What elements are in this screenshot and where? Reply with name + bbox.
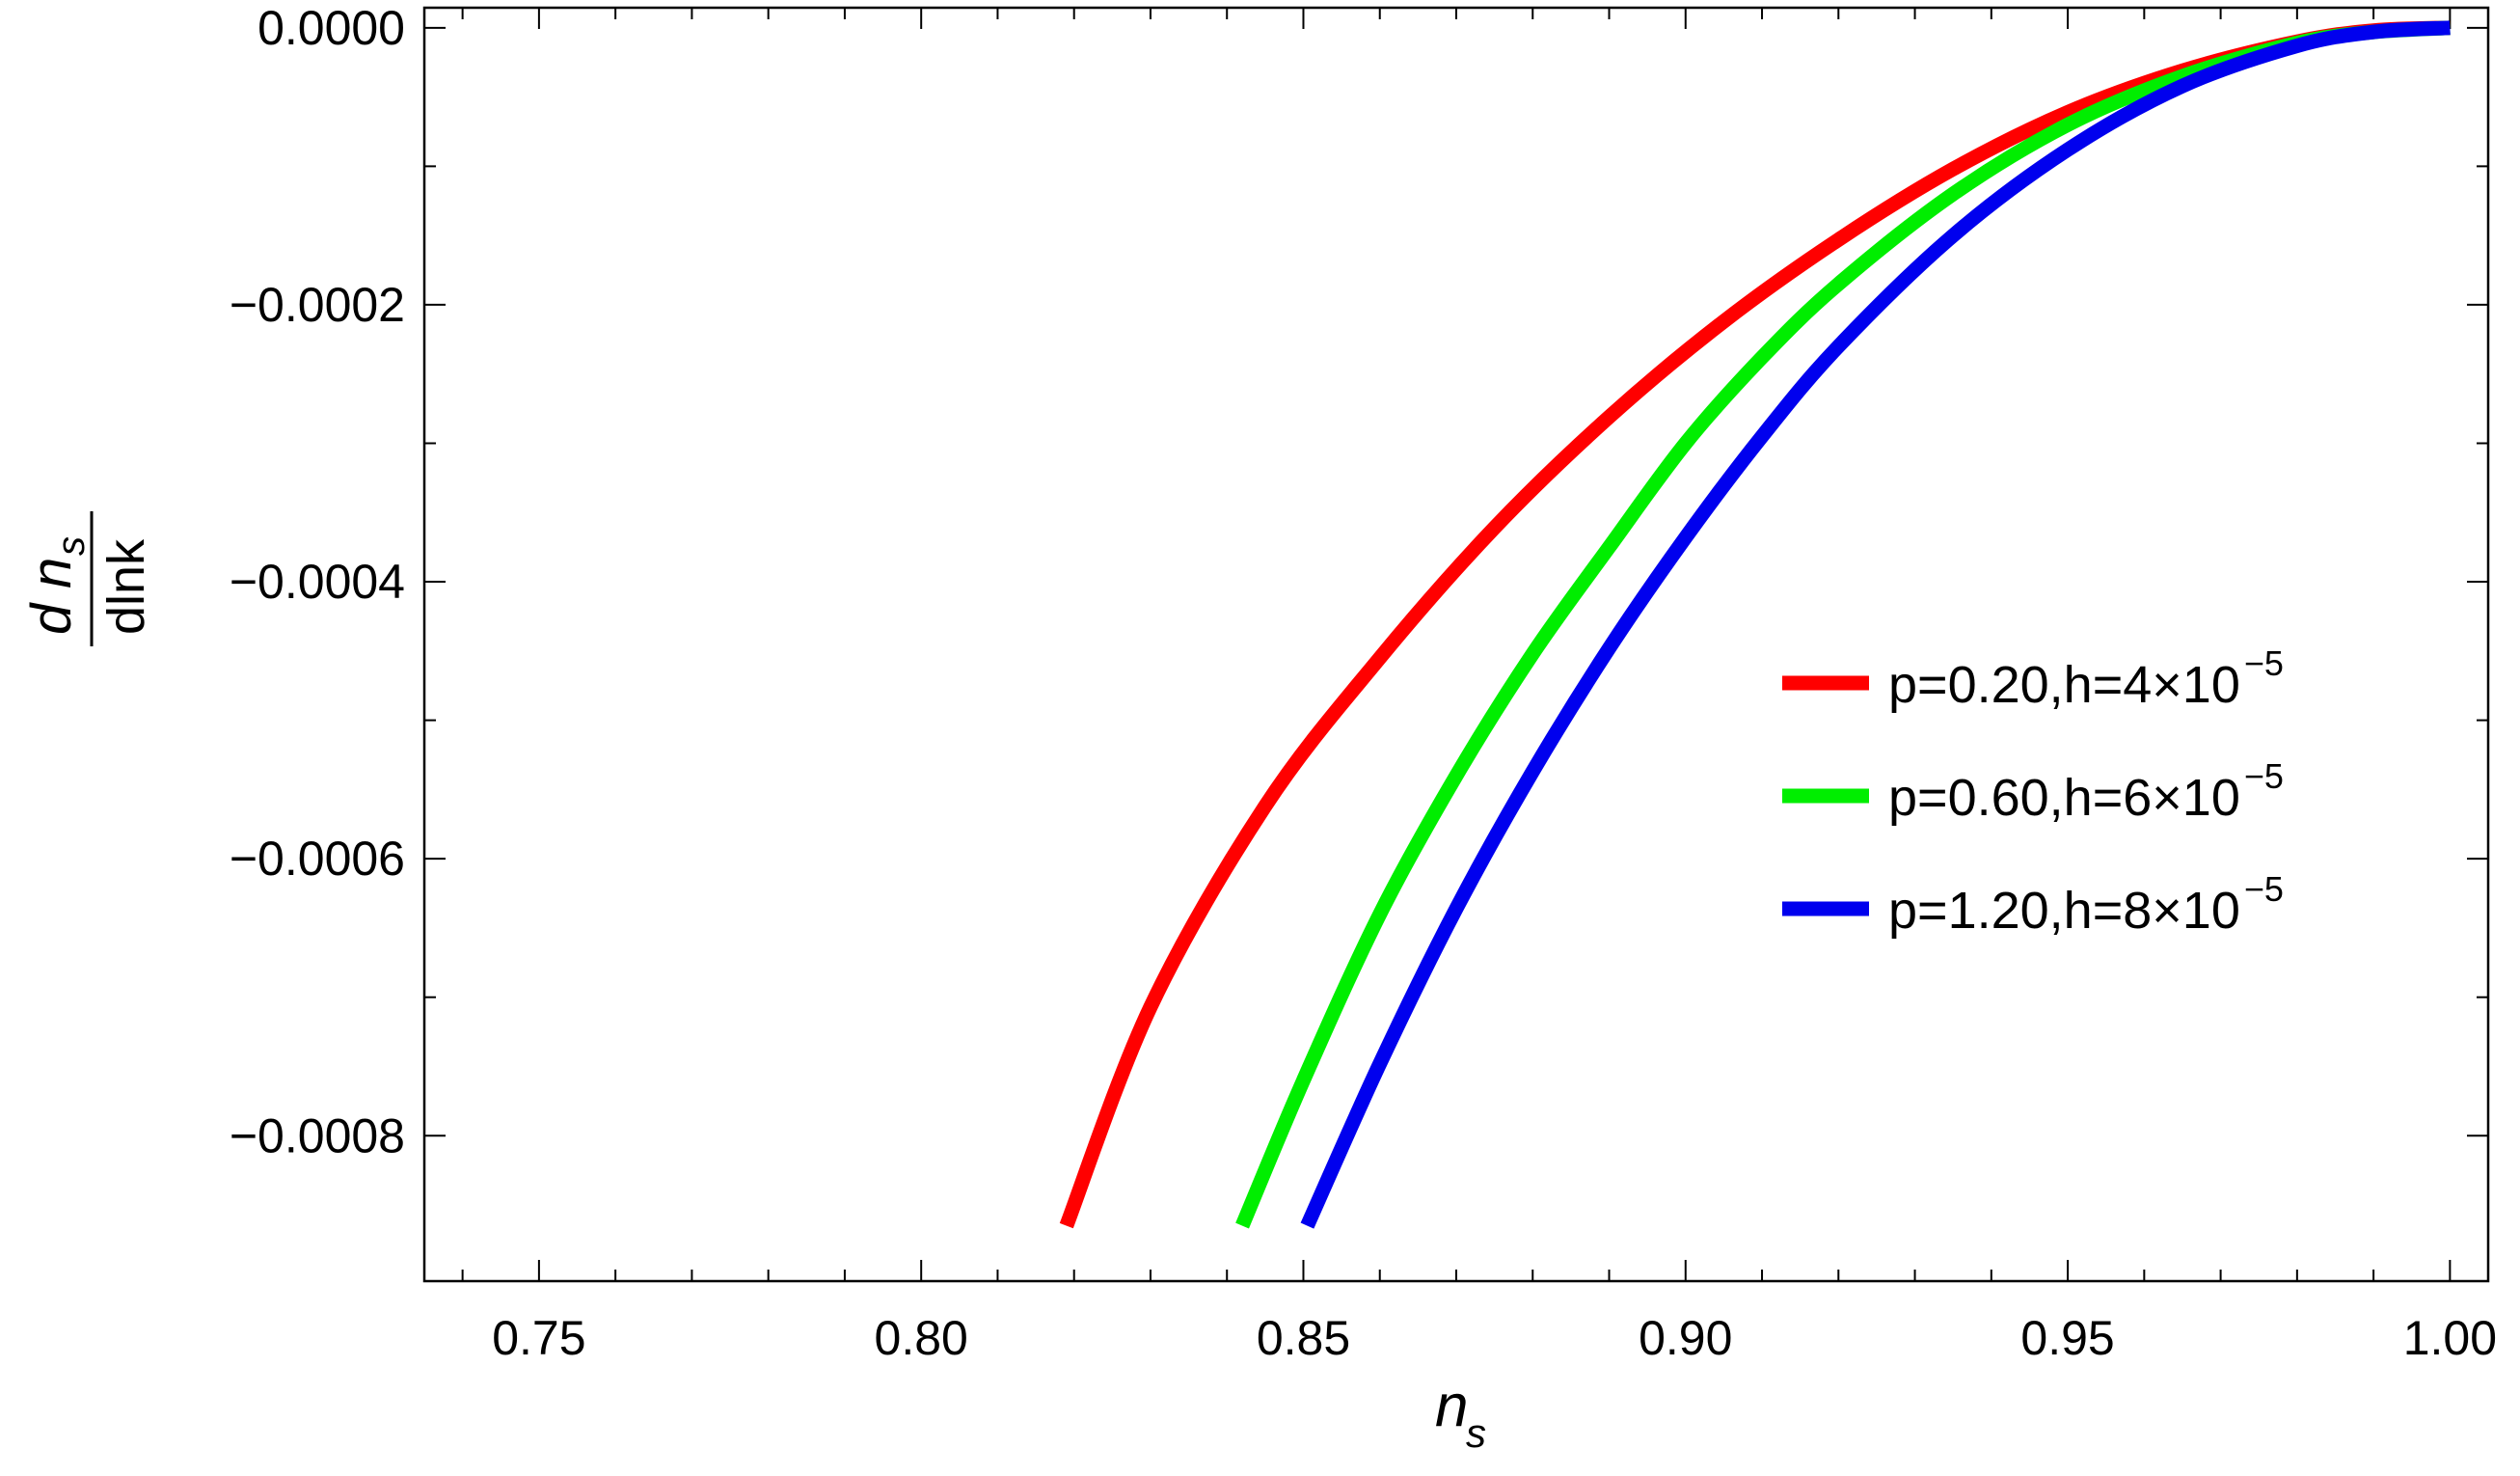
legend-label-exponent: −5 (2244, 643, 2284, 683)
x-axis-label-sub: s (1466, 1410, 1486, 1456)
legend-label: p=0.60,h=6×10 (1888, 769, 2240, 827)
y-axis-label-d: d (20, 602, 83, 635)
x-tick-label: 0.95 (2020, 1311, 2114, 1365)
y-axis-label-n: n (20, 558, 83, 588)
y-axis-label-sub: s (50, 536, 93, 556)
x-tick-label: 0.90 (1639, 1311, 1732, 1365)
x-axis-label-main: n (1435, 1373, 1468, 1439)
series-line-1 (1059, 20, 2451, 1229)
series-line-3 (1300, 20, 2451, 1229)
x-tick-label: 0.80 (875, 1311, 968, 1365)
x-axis-ticks: 0.75 0.80 0.85 0.90 0.95 1.00 (461, 8, 2497, 1365)
x-axis-label: n s (1435, 1373, 1486, 1456)
series-line-2 (1235, 20, 2451, 1229)
legend-item-1: p=0.20,h=4×10 −5 (1782, 643, 2284, 714)
y-axis-label: d n s dlnk (20, 511, 155, 646)
legend-label-exponent: −5 (2244, 756, 2284, 796)
legend-label: p=1.20,h=8×10 (1888, 882, 2240, 940)
plot-frame (422, 6, 2490, 1283)
legend-item-2: p=0.60,h=6×10 −5 (1782, 756, 2284, 827)
legend-item-3: p=1.20,h=8×10 −5 (1782, 869, 2284, 940)
legend-label: p=0.20,h=4×10 (1888, 656, 2240, 714)
y-tick-label: −0.0004 (230, 555, 405, 609)
plot-area: 0.75 0.80 0.85 0.90 0.95 1.00 0.0000 −0.0002 −0… (230, 1, 2497, 1365)
y-tick-label: −0.0006 (230, 832, 405, 886)
legend-label-exponent: −5 (2244, 869, 2284, 909)
y-axis-label-denominator: dlnk (97, 538, 155, 635)
y-tick-label: 0.0000 (257, 1, 405, 55)
x-tick-label: 1.00 (2403, 1311, 2497, 1365)
y-tick-label: −0.0002 (230, 278, 405, 332)
y-tick-label: −0.0008 (230, 1108, 405, 1162)
x-tick-label: 0.75 (492, 1311, 585, 1365)
series-layer (1059, 20, 2451, 1229)
y-axis-ticks: 0.0000 −0.0002 −0.0004 −0.0006 −0.0008 (230, 1, 2488, 1162)
x-tick-label: 0.85 (1257, 1311, 1350, 1365)
legend: p=0.20,h=4×10 −5p=0.60,h=6×10 −5p=1.20,h=8… (1782, 643, 2284, 940)
